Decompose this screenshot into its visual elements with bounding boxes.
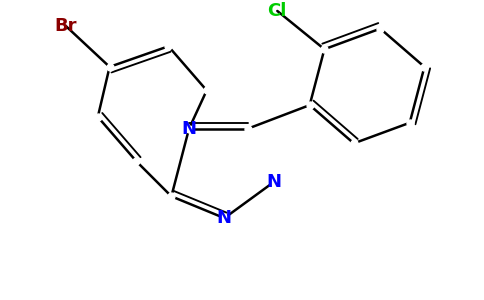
Text: Br: Br (54, 17, 76, 35)
Text: N: N (217, 209, 232, 227)
Text: N: N (267, 172, 282, 190)
Text: Cl: Cl (268, 2, 287, 20)
Text: N: N (182, 120, 197, 138)
